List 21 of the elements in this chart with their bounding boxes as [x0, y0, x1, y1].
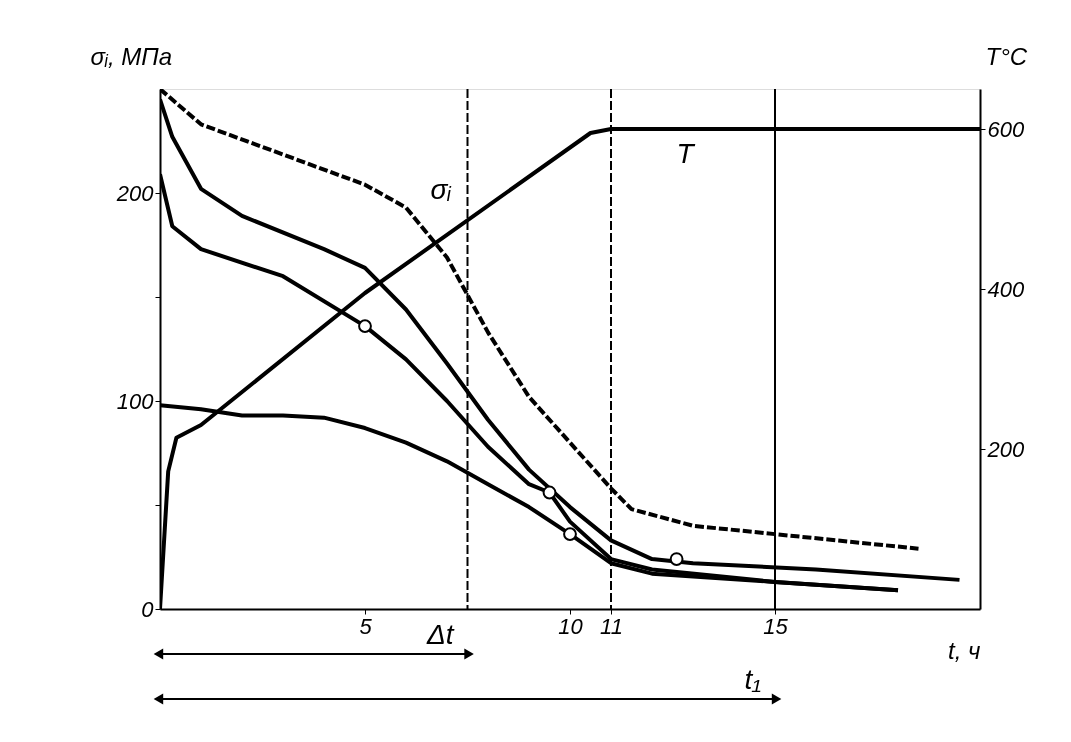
x-tick-label: 15 — [763, 613, 789, 639]
x-tick-label: 10 — [558, 613, 584, 639]
y2-axis-title: T°C — [985, 42, 1028, 70]
ref-line-label: t₁ — [744, 664, 762, 695]
y-tick-label: 200 — [115, 180, 155, 206]
x-tick-label: 11 — [600, 613, 623, 639]
y-tick-label: 0 — [141, 596, 155, 622]
point — [358, 319, 372, 334]
y2-tick-label: 400 — [987, 276, 1025, 302]
x-tick-label: 5 — [359, 613, 373, 639]
point — [669, 552, 684, 566]
x-axis-title: t, ч — [948, 636, 981, 664]
annotation: T — [676, 138, 696, 169]
point — [563, 527, 577, 542]
annotation: σᵢ — [430, 174, 452, 206]
y2-tick-label: 200 — [986, 436, 1025, 462]
y-axis-title: σᵢ, МПа — [90, 42, 173, 70]
y2-tick-label: 600 — [987, 116, 1025, 142]
legend-label: Δt — [425, 619, 455, 650]
point — [542, 485, 557, 500]
y-tick-label: 100 — [116, 388, 155, 414]
